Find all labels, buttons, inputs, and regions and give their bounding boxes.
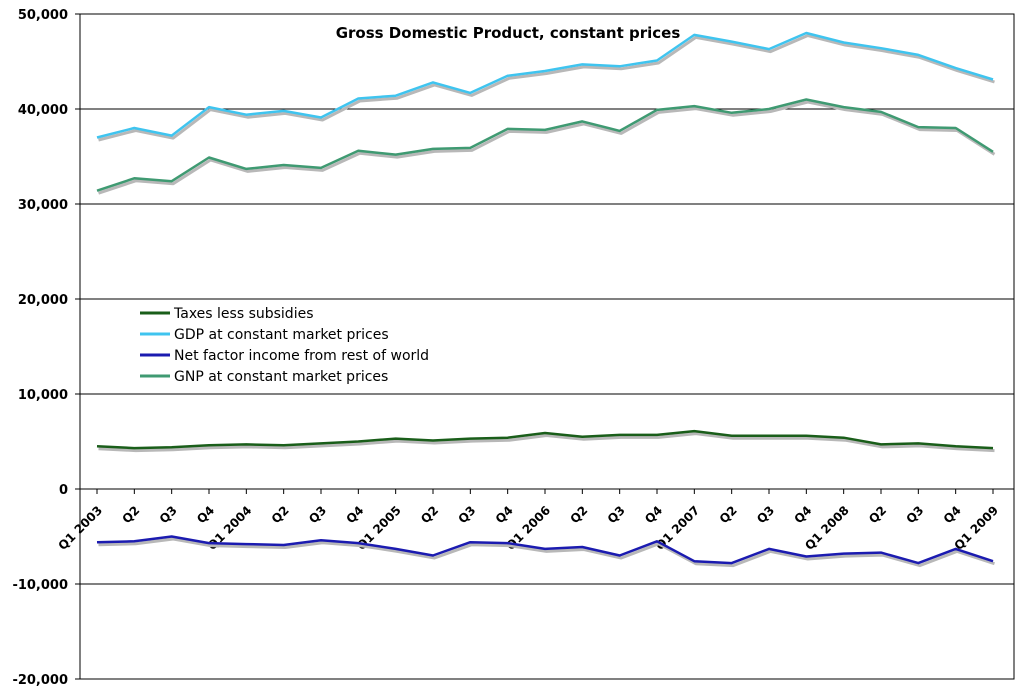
x-tick-label: Q4 xyxy=(791,503,814,526)
x-tick-label: Q3 xyxy=(754,503,777,526)
y-tick-label: -10,000 xyxy=(12,578,68,593)
series-line xyxy=(96,98,994,192)
x-tick-label: Q4 xyxy=(642,503,665,526)
gridlines xyxy=(80,13,1014,680)
series-line xyxy=(96,535,994,565)
x-tick-label: Q2 xyxy=(567,503,590,526)
x-tick-label: Q3 xyxy=(903,503,926,526)
series-line-shadow xyxy=(98,537,995,568)
legend-label: Taxes less subsidies xyxy=(173,306,314,322)
x-tick-label: Q2 xyxy=(866,503,889,526)
y-tick-label: 50,000 xyxy=(18,8,68,23)
series-line-shadow xyxy=(98,432,995,453)
x-tick-label: Q3 xyxy=(306,503,329,526)
y-tick-label: 20,000 xyxy=(18,293,68,308)
x-tick-label: Q2 xyxy=(119,503,142,526)
y-tick-label: 0 xyxy=(59,483,68,498)
legend: Taxes less subsidies GDP at constant mark… xyxy=(140,306,429,385)
series-line-shadow xyxy=(98,34,995,142)
y-tick-label: 40,000 xyxy=(18,103,68,118)
legend-label: GDP at constant market prices xyxy=(174,327,389,343)
x-tick-label: Q3 xyxy=(157,503,180,526)
x-tick-label: Q4 xyxy=(493,503,516,526)
series-line xyxy=(96,31,994,139)
x-tick-label: Q2 xyxy=(269,503,292,526)
series-lines xyxy=(96,31,996,568)
x-tick-label: Q2 xyxy=(717,503,740,526)
plot-frame xyxy=(79,13,1015,680)
x-tick-label: Q2 xyxy=(418,503,441,526)
series-line xyxy=(96,429,994,450)
axes xyxy=(75,13,1015,680)
chart-title: Gross Domestic Product, constant prices xyxy=(336,24,681,42)
series-line-shadow xyxy=(98,100,996,195)
x-tick-label: Q4 xyxy=(941,503,964,526)
y-tick-label: -20,000 xyxy=(12,673,68,688)
y-tick-label: 30,000 xyxy=(18,198,68,213)
y-tick-label: 10,000 xyxy=(18,388,68,403)
x-tick-label: Q3 xyxy=(605,503,628,526)
x-tick-label: Q4 xyxy=(343,503,366,526)
x-tick-label: Q4 xyxy=(194,503,217,526)
legend-label: Net factor income from rest of world xyxy=(174,348,429,364)
legend-label: GNP at constant market prices xyxy=(174,369,388,385)
y-tick-labels: -20,000 -10,000 0 10,000 20,000 30,000 40,000 5… xyxy=(12,8,68,688)
x-tick-label: Q3 xyxy=(455,503,478,526)
